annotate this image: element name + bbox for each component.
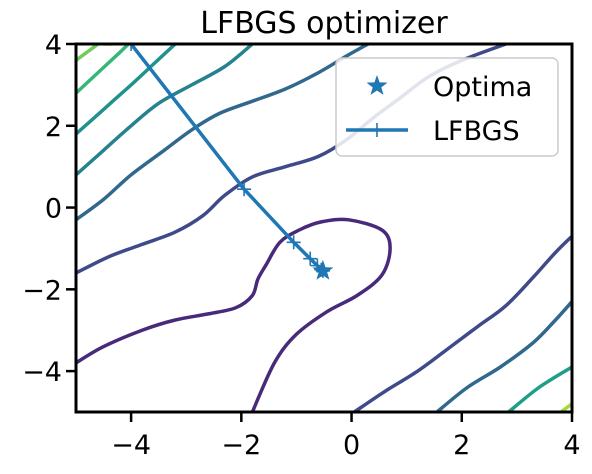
lfbgs-point-0 [124,44,139,51]
y-tick-label-4: 4 [45,30,62,61]
contour-line-9 [76,44,100,63]
legend-label-1: LFBGS [433,116,520,147]
contour-line-0 [76,217,392,412]
optima-layer [312,259,334,280]
contour-line-8 [76,44,131,95]
contour-line-2 [352,234,572,412]
y-tick-label-1: −2 [22,275,62,306]
contour-line-4 [435,299,572,412]
chart-title: LFBGS optimizer [200,6,448,41]
x-tick-label-1: −2 [221,430,261,461]
optima-point [312,259,334,280]
contour-line-6 [76,44,177,136]
y-tick-label-2: 0 [45,194,62,225]
x-axis: −4 −2 0 2 4 [111,412,581,461]
x-tick-label-3: 2 [453,430,470,461]
contour-line-7 [506,365,572,412]
legend-marker-optima [366,75,388,95]
x-tick-label-0: −4 [111,430,151,461]
lfbgs-point-2 [286,235,301,250]
legend-marker-lfbgs [370,123,384,137]
legend-label-0: Optima [433,72,532,103]
lfbgs-point-3 [303,251,318,266]
legend: Optima LFBGS [335,57,559,157]
y-tick-label-3: 2 [45,112,62,143]
contour-line-3 [76,44,370,222]
x-tick-label-4: 4 [563,430,580,461]
plot-frame [74,42,574,414]
contour-line-5 [76,44,255,177]
lfbgs-point-1 [237,182,252,197]
y-tick-label-0: −4 [22,357,62,388]
x-tick-label-2: 0 [343,430,360,461]
y-axis: −4 −2 0 2 4 [22,30,76,388]
